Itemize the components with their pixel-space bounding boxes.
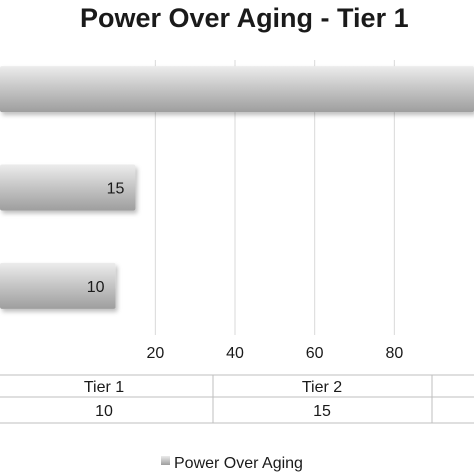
table-value-tier-1: 10 (95, 403, 113, 420)
table-header-tier-1: Tier 1 (84, 379, 124, 396)
x-tick-label-20: 20 (146, 345, 164, 362)
legend-label: Power Over Aging (174, 455, 303, 472)
x-tick-label-40: 40 (226, 345, 244, 362)
legend-swatch (161, 456, 170, 465)
bar-label-tier-2: 15 (107, 181, 125, 198)
data-table: Tier 1 Tier 2 10 15 (0, 374, 474, 424)
legend: Power Over Aging (161, 455, 303, 472)
bar-tier-3 (0, 66, 474, 113)
bar-tier-2 (0, 164, 136, 211)
x-tick-label-60: 60 (306, 345, 324, 362)
chart-title: Power Over Aging - Tier 1 (80, 3, 409, 33)
x-axis-ticks: 20 40 60 80 (146, 345, 403, 362)
table-value-tier-2: 15 (313, 403, 331, 420)
bar-tier-1 (0, 262, 116, 309)
table-header-tier-2: Tier 2 (302, 379, 342, 396)
bar-label-tier-1: 10 (87, 279, 105, 296)
x-tick-label-80: 80 (385, 345, 403, 362)
